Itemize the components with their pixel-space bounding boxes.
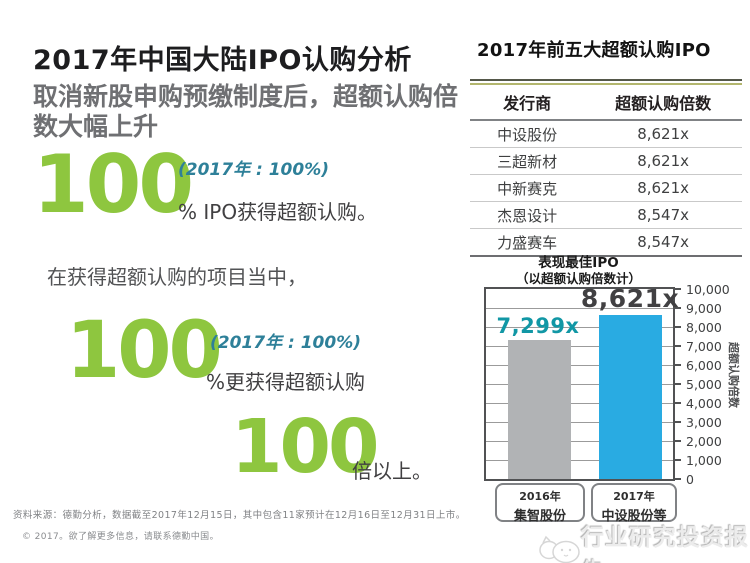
y-axis-tick-label: 5,000	[686, 377, 722, 392]
y-axis-tick	[673, 421, 681, 423]
y-axis-tick-label: 10,000	[686, 282, 730, 297]
gridline	[486, 384, 673, 385]
issuer-cell: 三超新材	[497, 152, 558, 171]
interim-text: 在获得超额认购的项目当中，	[47, 265, 307, 289]
bar-2017	[599, 315, 662, 479]
doodle-cat-logo-icon	[537, 533, 581, 563]
watermark-text: 行业研究投资报告	[581, 525, 749, 563]
y-axis-tick-label: 2,000	[686, 434, 722, 449]
chart-title: 表现最佳IPO	[538, 255, 619, 271]
gridline	[486, 422, 673, 423]
x-category-box-2016: 2016年 集智股份	[495, 483, 585, 524]
page-subtitle: 取消新股申购预缴制度后，超额认购倍数大幅上升	[33, 82, 459, 141]
multiple-cell: 8,547x	[637, 206, 690, 224]
page-title: 2017年中国大陆IPO认购分析	[33, 45, 412, 76]
chart-subtitle: （以超额认购倍数计）	[515, 271, 641, 286]
gridline	[486, 346, 673, 347]
issuer-cell: 力盛赛车	[497, 233, 558, 252]
x-category-box-2017: 2017年 中设股份等	[591, 483, 677, 524]
gridline	[486, 308, 673, 309]
table-header-row: 发行商 超额认购倍数	[470, 85, 742, 121]
y-axis-tick-label: 1,000	[686, 453, 722, 468]
bar-value-label-2016: 7,299x	[496, 314, 580, 338]
stat1-note: (2017年 : 100%)	[178, 160, 330, 180]
table-row: 中新赛克 8,621x	[470, 175, 742, 202]
y-axis-title: 超额认购倍数	[727, 342, 740, 408]
table-row: 三超新材 8,621x	[470, 148, 742, 175]
bar-value-label-2017: 8,621x	[580, 284, 680, 313]
bar-2016	[508, 340, 571, 479]
table-olive-rule	[470, 83, 742, 85]
y-axis-tick	[673, 345, 681, 347]
watermark: 行业研究投资报告	[537, 518, 750, 563]
gridline	[486, 327, 673, 328]
y-axis-tick-label: 6,000	[686, 358, 722, 373]
multiple-cell: 8,621x	[637, 152, 690, 170]
stat2-note: (2017年 : 100%)	[210, 333, 362, 353]
category-year: 2016年	[519, 490, 561, 503]
gridline	[486, 460, 673, 461]
y-axis-tick	[673, 459, 681, 461]
y-axis-tick	[673, 288, 681, 290]
table-row: 中设股份 8,621x	[470, 121, 742, 148]
stat3-value: 100	[231, 404, 379, 490]
y-axis-tick-label: 0	[686, 472, 694, 487]
multiple-cell: 8,621x	[637, 125, 690, 143]
y-axis-tick	[673, 364, 681, 366]
column-header-issuer: 发行商	[503, 94, 552, 113]
table-row: 杰恩设计 8,547x	[470, 202, 742, 229]
y-axis-tick	[673, 440, 681, 442]
stat1-description: % IPO获得超额认购。	[178, 200, 378, 224]
y-axis-ticks	[673, 288, 681, 480]
stat2-description: %更获得超额认购	[206, 370, 366, 394]
y-axis-tick	[673, 478, 681, 480]
y-axis-tick-label: 9,000	[686, 301, 722, 316]
gridline	[486, 441, 673, 442]
multiple-cell: 8,547x	[637, 233, 690, 251]
y-axis-tick-label: 3,000	[686, 415, 722, 430]
y-axis-tick-label: 4,000	[686, 396, 722, 411]
y-axis-tick	[673, 326, 681, 328]
table-row: 力盛赛车 8,547x	[470, 229, 742, 257]
y-axis-tick-label: 7,000	[686, 339, 722, 354]
source-note: 资料来源：德勤分析，数据截至2017年12月15日，其中包含11家预计在12月1…	[13, 510, 466, 521]
column-header-multiple: 超额认购倍数	[615, 94, 712, 113]
stat3-description: 倍以上。	[352, 459, 432, 483]
top5-ipo-table: 发行商 超额认购倍数 中设股份 8,621x 三超新材 8,621x 中新赛克 …	[470, 79, 742, 257]
copyright-note: © 2017。欲了解更多信息，请联系德勤中国。	[22, 532, 219, 542]
y-axis-tick	[673, 402, 681, 404]
category-year: 2017年	[613, 490, 655, 503]
category-company: 集智股份	[513, 509, 566, 524]
stat2-value: 100	[66, 306, 223, 396]
multiple-cell: 8,621x	[637, 179, 690, 197]
y-axis-tick	[673, 307, 681, 309]
issuer-cell: 中设股份	[497, 125, 558, 144]
y-axis-tick-labels: 10,000 9,000 8,000 7,000 6,000 5,000 4,000 3,00…	[686, 282, 732, 487]
gridline	[486, 403, 673, 404]
y-axis-tick-label: 8,000	[686, 320, 722, 335]
stat1-value: 100	[33, 138, 194, 231]
issuer-cell: 中新赛克	[497, 179, 558, 198]
issuer-cell: 杰恩设计	[497, 206, 558, 225]
category-company: 中设股份等	[601, 509, 667, 524]
y-axis-tick	[673, 383, 681, 385]
table-title: 2017年前五大超额认购IPO	[477, 40, 711, 61]
chart-plot-area: 7,299x 8,621x	[484, 284, 679, 481]
gridline	[486, 365, 673, 366]
